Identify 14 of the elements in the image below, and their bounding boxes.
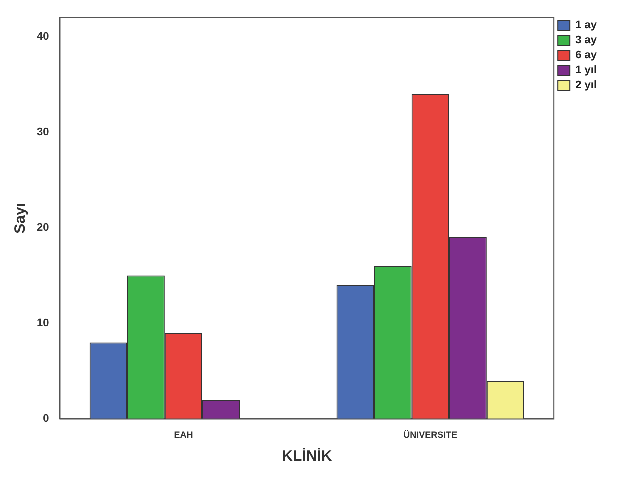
x-axis-title: KLİNİK (282, 448, 332, 466)
legend-label: 6 ay (576, 50, 598, 62)
y-tick-label: 20 (36, 222, 50, 234)
legend-label: 3 ay (576, 34, 598, 47)
x-tick-label: ÜNIVERSITE (404, 430, 458, 440)
y-tick-label: 10 (36, 318, 50, 330)
y-tick-label: 40 (36, 30, 50, 43)
legend-label: 1 yıl (576, 64, 597, 77)
legend-label: 1 ay (576, 20, 598, 32)
legend-label: 2 yıl (576, 80, 597, 92)
y-axis-title: Sayı (12, 202, 30, 234)
y-tick-label: 30 (36, 126, 50, 138)
y-tick-label: 0 (43, 413, 50, 426)
x-tick-label: EAH (174, 430, 194, 440)
